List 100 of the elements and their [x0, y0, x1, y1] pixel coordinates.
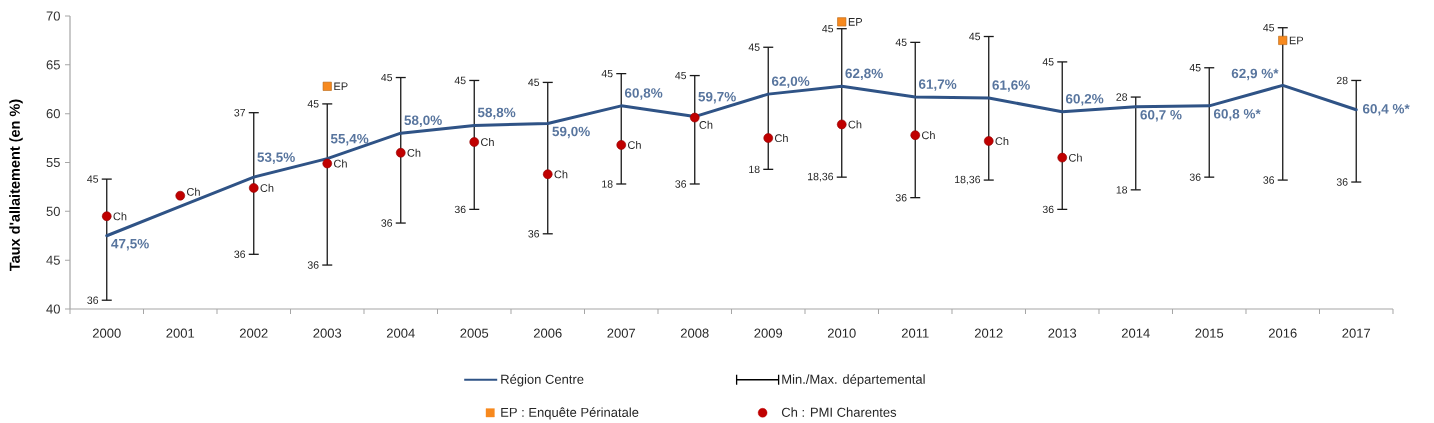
x-tick-label: 2005 — [460, 328, 489, 338]
data-label: Ch — [775, 134, 788, 143]
annotation: 45 — [969, 32, 981, 41]
annotation: 36 — [895, 193, 907, 202]
x-tick-label: 2016 — [1268, 328, 1297, 338]
annotation: 45 — [381, 73, 393, 82]
data-label: 58,0% — [404, 115, 442, 127]
annotation: 45 — [1189, 64, 1201, 72]
data-label: EP — [1289, 36, 1304, 45]
x-tick-label: 2009 — [754, 328, 783, 338]
x-tick-label: 2017 — [1342, 328, 1371, 338]
data-label: 58,8% — [477, 107, 516, 120]
data-label: 60,2% — [1065, 94, 1104, 106]
y-tick-label: 50 — [46, 206, 60, 216]
y-tick-label: 60 — [46, 109, 60, 119]
data-label: Ch — [334, 159, 347, 168]
data-label: Ch — [407, 148, 421, 157]
data-label: 59,7% — [698, 91, 736, 104]
data-label: Ch — [628, 140, 641, 149]
legend-label: Ch : PMI Charentes — [781, 407, 897, 417]
data-label: 60,4 %* — [1362, 104, 1410, 116]
data-label: 61,6% — [992, 80, 1030, 92]
x-tick-label: 2010 — [827, 328, 856, 338]
x-tick-label: 2007 — [607, 328, 636, 338]
point — [616, 140, 627, 150]
point — [101, 211, 112, 222]
annotation: 28 — [1116, 93, 1128, 101]
y-tick-label: 55 — [46, 157, 60, 168]
annotation: 18 — [1116, 186, 1128, 194]
x-tick-label: 2013 — [1048, 328, 1077, 338]
annotation: 45 — [454, 76, 466, 85]
data-label: Ch — [922, 131, 935, 140]
legend-label: Min./Max. départemental — [782, 374, 925, 387]
point — [322, 158, 333, 169]
annotation: 45 — [1042, 58, 1054, 66]
data-label: 60,8 %* — [1213, 109, 1261, 121]
data-label: 55,4% — [330, 133, 369, 146]
x-tick-label: 2014 — [1121, 328, 1150, 338]
annotation: 36 — [1263, 176, 1275, 184]
point — [836, 119, 847, 130]
point — [1278, 35, 1288, 45]
point — [248, 183, 259, 193]
x-tick-label: 2008 — [680, 328, 709, 338]
annotation: 36 — [1336, 178, 1348, 186]
point — [1057, 152, 1068, 163]
y-tick-label: 40 — [46, 304, 60, 314]
data-label: EP — [848, 18, 863, 26]
data-label: 62,8% — [845, 68, 883, 81]
legend-label: Région Centre — [501, 374, 584, 387]
y-tick-label: 70 — [46, 11, 60, 21]
point — [689, 112, 700, 123]
data-label: Ch — [699, 120, 713, 129]
y-tick-label: 45 — [46, 255, 60, 265]
annotation: 36 — [234, 250, 246, 259]
data-label: Ch — [848, 120, 862, 129]
annotation: 36 — [528, 230, 540, 238]
data-label: 60,8% — [624, 88, 663, 100]
x-tick-label: 2004 — [386, 328, 415, 338]
annotation: 45 — [528, 78, 540, 87]
point — [322, 81, 332, 91]
annotation: 37 — [234, 108, 246, 117]
data-label: 62,0% — [771, 76, 810, 88]
x-tick-label: 2015 — [1195, 328, 1224, 338]
point — [910, 130, 921, 140]
annotation: 18,36 — [955, 175, 981, 185]
annotation: 36 — [87, 296, 99, 304]
x-tick-label: 2000 — [92, 328, 121, 338]
point — [175, 190, 186, 201]
annotation: 45 — [895, 38, 907, 47]
data-label: Ch — [481, 137, 494, 147]
annotation: 45 — [601, 69, 613, 78]
annotation: 28 — [1336, 76, 1348, 85]
data-label: 62,9 %* — [1231, 68, 1279, 81]
annotation: 18,36 — [808, 172, 834, 182]
point — [469, 137, 480, 147]
annotation: 36 — [381, 219, 393, 227]
point — [983, 136, 994, 146]
legend-label: EP : Enquête Périnatale — [501, 407, 639, 420]
x-tick-label: 2012 — [974, 328, 1003, 338]
annotation: 36 — [307, 261, 319, 269]
data-label: EP — [334, 82, 348, 91]
annotation: 36 — [1042, 205, 1054, 214]
data-label: Ch — [113, 212, 127, 221]
data-label: 61,7% — [918, 79, 957, 91]
point — [395, 147, 406, 158]
annotation: 36 — [1189, 173, 1201, 181]
x-tick-label: 2003 — [313, 328, 342, 338]
annotation: 45 — [1263, 24, 1275, 32]
annotation: 36 — [675, 180, 687, 188]
data-label: 59,0% — [552, 126, 590, 139]
point — [837, 17, 847, 27]
annotation: 45 — [675, 71, 687, 80]
y-axis-title: Taux d'allaitement (en %) — [9, 99, 23, 272]
x-tick-label: 2002 — [239, 328, 268, 338]
annotation: 45 — [822, 25, 834, 33]
data-label: Ch — [187, 187, 200, 196]
data-label: Ch — [1069, 153, 1082, 162]
data-label: Ch — [554, 170, 568, 179]
annotation: 45 — [87, 175, 99, 183]
data-label: Ch — [995, 136, 1009, 146]
